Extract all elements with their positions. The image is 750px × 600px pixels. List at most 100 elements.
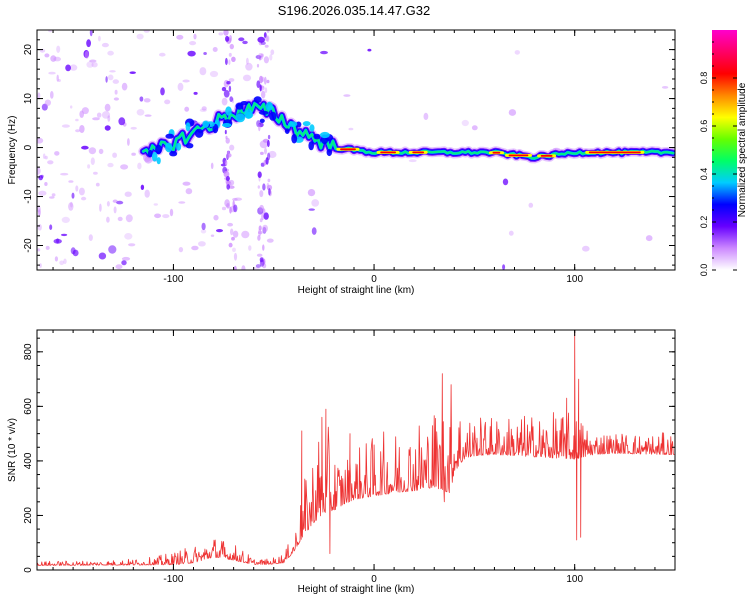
spectrogram-noise-blob [121,82,128,91]
spectrogram-noise-blob [191,245,199,251]
spectrogram-noise-blob [38,208,41,217]
spectrogram-noise-blob [218,32,224,36]
spectrogram-streak-blob [258,123,261,132]
spectrogram-streak-blob [226,81,231,85]
spectrogram-xlabel: Height of straight line (km) [298,285,415,296]
spectrogram-streak-blob [229,43,234,50]
spectrogram-streak-blob [259,84,262,92]
spectrogram-noise-blob [212,47,218,52]
spectrogram-noise-blob [582,245,590,252]
spectrogram-noise-blob [84,51,89,59]
spectrogram-noise-blob [187,50,196,57]
spectrogram-noise-blob [41,103,48,111]
spectrogram-noise-blob [169,208,174,217]
spectrogram-streak-blob [263,56,269,64]
spectrogram-streak-blob [226,183,230,190]
spectrogram-streak-blob [233,252,238,261]
spectrogram-noise-blob [37,167,41,175]
spectrogram-noise-blob [112,79,120,84]
spectrogram-noise-blob [68,202,74,211]
snr-ytick-label: 200 [23,507,34,524]
spectrogram-noise-blob [95,182,100,187]
spectrogram-noise-blob [246,57,249,65]
spectrogram-streak-blob [228,85,232,93]
spectrogram-noise-blob [59,260,65,266]
spectrogram-noise-blob [56,45,61,53]
spectrogram-noise-blob [98,35,101,42]
snr-ytick-label: 0 [23,567,34,573]
spectrogram-noise-blob [311,199,320,207]
spectrogram-noise-blob [238,37,245,42]
spectrogram-streak-blob [266,184,273,191]
spectrogram-ridge-blob [295,121,302,128]
spectrogram-noise-blob [143,30,150,33]
spectrogram-noise-blob [184,106,190,112]
colorbar: 0.0 0.2 0.4 0.6 0.8 Normalized spectral ampl… [699,30,748,276]
spectrogram-noise-blob [78,187,85,196]
spectrogram-xtick-label: 0 [371,274,377,285]
spectrogram-ytick-label: 20 [23,44,34,56]
spectrogram-ridge-blob [225,106,232,116]
spectrogram-noise-blob [91,61,98,68]
spectrogram-noise-blob [177,82,184,91]
colorbar-tick-label: 0.2 [699,216,709,229]
spectrogram-noise-blob [60,172,69,176]
spectrogram-noise-blob [101,111,111,119]
spectrogram-streak-blob [259,190,264,198]
spectrogram-ridge-blob [151,151,158,162]
spectrogram-streak-blob [228,59,231,65]
spectrogram-ytick-label: 10 [23,93,34,105]
spectrogram-noise-blob [210,234,215,237]
spectrogram-streak-blob [255,264,261,268]
spectrogram-streak-blob [223,170,230,178]
spectrogram-streak-blob [231,56,236,62]
spectrogram-ytick-label: -20 [23,238,34,253]
spectrogram-noise-blob [63,258,67,265]
spectrogram-streak-blob [221,97,228,106]
spectrogram-noise-blob [189,41,197,46]
spectrogram-noise-blob [99,203,102,212]
spectrogram-noise-blob [528,202,534,208]
spectrogram-streak-blob [256,80,261,88]
spectrogram-streak-blob [221,86,227,92]
spectrogram-noise-blob [104,103,111,112]
spectrogram-noise-blob [514,50,520,55]
spectrogram-noise-blob [320,50,328,55]
spectrogram-ridge-blob [156,157,161,165]
spectrogram-noise-blob [137,162,142,170]
snr-xtick-label: 100 [566,574,583,585]
spectrogram-noise-blob [264,36,269,42]
spectrogram-streak-blob [256,253,263,257]
spectrogram-noise-blob [104,125,111,131]
spectrogram-noise-blob [199,108,207,113]
spectrogram-ridge-blob [326,148,332,157]
spectrogram-noise-blob [136,109,145,116]
colorbar-tick-label: 0.6 [699,120,709,133]
spectrogram-noise-blob [75,118,79,122]
spectrogram-noise-blob [125,214,133,223]
spectrogram-streak-blob [262,226,267,234]
spectrogram-ridge-blob [155,144,162,155]
spectrogram-noise-blob [307,189,316,197]
colorbar-tick-label: 0.8 [699,72,709,85]
spectrogram-ytick-label: 0 [23,144,34,150]
spectrogram-streak-blob [267,134,271,140]
spectrogram-noise-blob [38,175,43,181]
spectrogram-ridge-blob [258,110,269,115]
spectrogram-noise-blob [109,70,116,73]
spectrogram-streak-blob [266,79,270,84]
spectrogram-noise-blob [106,216,110,223]
spectrogram-noise-blob [508,109,517,116]
spectrogram-noise-blob [245,62,253,71]
spectrogram-streak-blob [259,75,263,84]
spectrogram-noise-blob [116,200,124,205]
spectrogram-streak-blob [229,96,233,102]
spectrogram-ridge-blob [185,122,191,132]
spectrogram-ridge-blob [165,133,174,139]
spectrogram-noise-blob [210,162,214,169]
spectrogram-noise-blob [263,32,267,39]
spectrogram-noise-blob [232,247,236,252]
spectrogram-noise-blob [108,245,117,254]
spectrogram-noise-blob [106,201,110,207]
spectrogram-frame [36,29,676,271]
